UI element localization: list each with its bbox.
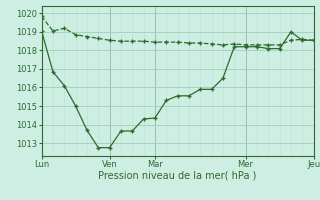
X-axis label: Pression niveau de la mer( hPa ): Pression niveau de la mer( hPa ) [99,171,257,181]
